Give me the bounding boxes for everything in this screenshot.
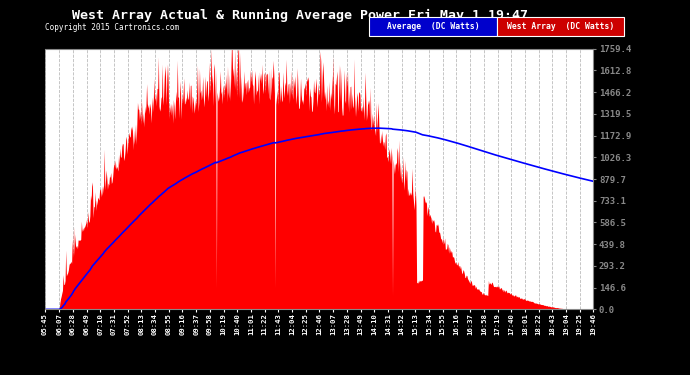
Text: Copyright 2015 Cartronics.com: Copyright 2015 Cartronics.com [45, 23, 179, 32]
Text: Average  (DC Watts): Average (DC Watts) [386, 22, 480, 31]
Text: West Array  (DC Watts): West Array (DC Watts) [507, 22, 614, 31]
Text: West Array Actual & Running Average Power Fri May 1 19:47: West Array Actual & Running Average Powe… [72, 9, 528, 22]
